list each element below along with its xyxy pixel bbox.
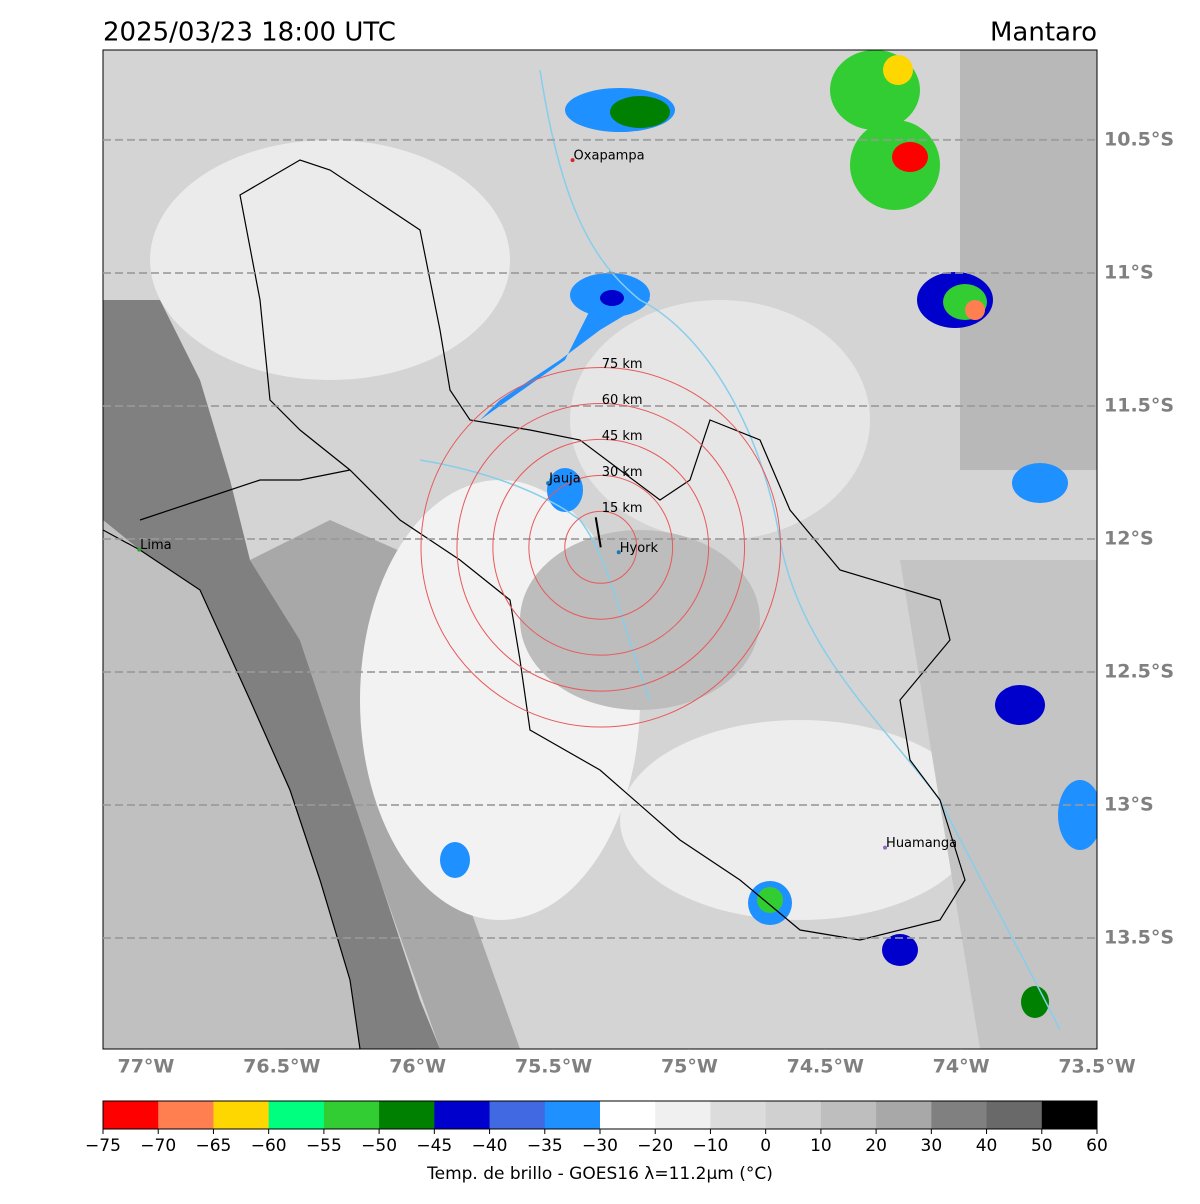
lon-label: 76°W [389, 1056, 446, 1078]
range-ring [420, 367, 782, 728]
colorbar-label: Temp. de brillo - GOES16 λ=11.2μm (°C) [426, 1164, 773, 1184]
colorbar-bin [544, 1101, 601, 1129]
colorbar-bin [600, 1101, 656, 1129]
city-label: Oxapampa [574, 149, 645, 164]
colorbar-tick-label: −45 [416, 1136, 452, 1156]
colorbar-tick-label: −10 [692, 1136, 728, 1156]
satellite-image [103, 50, 1097, 1049]
city-label: Huamanga [886, 836, 957, 851]
colorbar-bin [323, 1101, 380, 1129]
ring-label: 15 km [602, 501, 643, 516]
colorbar-tick-label: −75 [85, 1136, 121, 1156]
city-marker [616, 550, 621, 555]
city-label: Hyork [620, 541, 659, 556]
range-ring [492, 438, 710, 656]
colorbar-tick-label: 40 [976, 1136, 998, 1156]
city-marker [570, 158, 575, 163]
range-ring [564, 510, 638, 584]
city-label: Lima [140, 538, 171, 553]
range-ring [528, 474, 674, 620]
title-right: Mantaro [990, 18, 1097, 48]
lat-label: 13.5°S [1104, 927, 1174, 949]
city-marker [137, 547, 142, 552]
colorbar-bin [710, 1101, 767, 1129]
ring-label: 30 km [602, 465, 643, 480]
colorbar-bin [103, 1101, 159, 1129]
ring-label: 45 km [602, 429, 643, 444]
colorbar: −75 −70 −65 −60 −55 −50 −45 −40 −35 −30 −20 −10 0 10 2… [85, 1100, 1108, 1156]
lon-label: 76.5°W [243, 1056, 320, 1078]
city-marker [883, 845, 888, 850]
colorbar-bin [1041, 1101, 1098, 1129]
lat-label: 13°S [1104, 794, 1154, 816]
map-frame [102, 49, 1098, 1050]
lat-label: 12.5°S [1104, 661, 1174, 683]
colorbar-bin [655, 1101, 711, 1129]
lon-label: 74.5°W [787, 1056, 864, 1078]
colorbar-tick-label: −35 [527, 1136, 563, 1156]
colorbar-tick-label: −40 [472, 1136, 508, 1156]
colorbar-tick-label: −60 [251, 1136, 287, 1156]
colorbar-bin [379, 1101, 435, 1129]
colorbar-tick-label: −65 [195, 1136, 231, 1156]
ring-label: 75 km [602, 357, 643, 372]
lon-label: 77°W [117, 1056, 174, 1078]
colorbar-tick-label: 10 [810, 1136, 832, 1156]
colorbar-tick-label: −30 [582, 1136, 618, 1156]
lon-label: 74°W [933, 1056, 990, 1078]
lon-label: 73.5°W [1058, 1056, 1135, 1078]
colorbar-tick-label: 0 [760, 1136, 771, 1156]
colorbar-tick-label: −20 [637, 1136, 673, 1156]
lon-label: 75.5°W [515, 1056, 592, 1078]
range-ring [456, 402, 746, 692]
colorbar-bin [820, 1101, 877, 1129]
city-marker [546, 481, 551, 486]
colorbar-bin [434, 1101, 491, 1129]
lat-label: 11°S [1104, 261, 1154, 283]
colorbar-tick-label: 30 [921, 1136, 943, 1156]
colorbar-tick-label: 50 [1031, 1136, 1053, 1156]
colorbar-bin [931, 1101, 988, 1129]
lat-label: 11.5°S [1104, 394, 1174, 416]
colorbar-bin [765, 1101, 822, 1129]
colorbar-bin [213, 1101, 270, 1129]
lat-label: 12°S [1104, 527, 1154, 549]
colorbar-bin [489, 1101, 546, 1129]
colorbar-bin [876, 1101, 932, 1129]
colorbar-bin [986, 1101, 1043, 1129]
colorbar-bin [268, 1101, 325, 1129]
ring-label: 60 km [602, 393, 643, 408]
city-label: Jauja [548, 472, 581, 487]
colorbar-tick-label: −55 [306, 1136, 342, 1156]
radar-beam [594, 517, 602, 548]
colorbar-tick-label: 60 [1086, 1136, 1108, 1156]
lat-label: 10.5°S [1104, 128, 1174, 150]
colorbar-tick-label: −70 [140, 1136, 176, 1156]
title-left: 2025/03/23 18:00 UTC [103, 18, 396, 48]
colorbar-bin [158, 1101, 214, 1129]
lon-label: 75°W [661, 1056, 718, 1078]
colorbar-tick-label: −50 [361, 1136, 397, 1156]
colorbar-tick-label: 20 [865, 1136, 887, 1156]
